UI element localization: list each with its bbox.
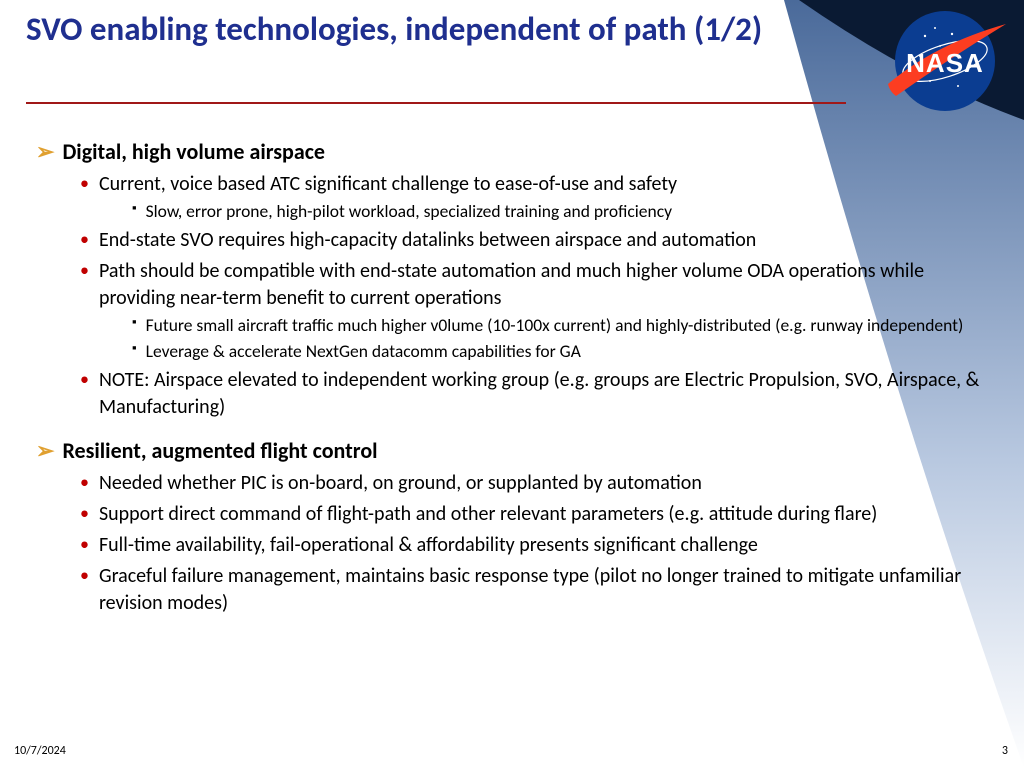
dot-bullet-icon: • — [80, 367, 89, 421]
title-text: SVO enabling technologies, independent o… — [26, 10, 846, 50]
square-bullet-icon: ▪ — [132, 314, 137, 338]
list-sub-item: ▪ Slow, error prone, high-pilot workload… — [132, 200, 996, 224]
list-item: • Graceful failure management, maintains… — [80, 563, 996, 617]
slide-title: SVO enabling technologies, independent o… — [26, 10, 846, 50]
slide: SVO enabling technologies, independent o… — [0, 0, 1024, 768]
list-item: • End-state SVO requires high-capacity d… — [80, 227, 996, 254]
list-item: • Needed whether PIC is on-board, on gro… — [80, 470, 996, 497]
section1-heading: ➢ Digital, high volume airspace — [36, 138, 996, 167]
content-body: ➢ Digital, high volume airspace • Curren… — [36, 138, 996, 619]
nasa-logo-text: NASA — [906, 48, 984, 78]
dot-bullet-icon: • — [80, 258, 89, 312]
footer-date: 10/7/2024 — [14, 744, 66, 758]
list-item: • Support direct command of flight-path … — [80, 501, 996, 528]
list-item: • Full-time availability, fail-operation… — [80, 532, 996, 559]
footer-page-number: 3 — [1002, 744, 1008, 758]
nasa-logo: NASA — [880, 6, 1010, 116]
list-item: • Path should be compatible with end-sta… — [80, 258, 996, 312]
arrow-bullet-icon: ➢ — [36, 437, 54, 466]
list-sub-item: ▪ Leverage & accelerate NextGen datacomm… — [132, 340, 996, 364]
dot-bullet-icon: • — [80, 501, 89, 528]
list-item: • Current, voice based ATC significant c… — [80, 171, 996, 198]
square-bullet-icon: ▪ — [132, 340, 137, 364]
dot-bullet-icon: • — [80, 227, 89, 254]
arrow-bullet-icon: ➢ — [36, 138, 54, 167]
dot-bullet-icon: • — [80, 470, 89, 497]
square-bullet-icon: ▪ — [132, 200, 137, 224]
dot-bullet-icon: • — [80, 532, 89, 559]
list-sub-item: ▪ Future small aircraft traffic much hig… — [132, 314, 996, 338]
list-item: • NOTE: Airspace elevated to independent… — [80, 367, 996, 421]
title-rule — [26, 102, 846, 104]
dot-bullet-icon: • — [80, 171, 89, 198]
dot-bullet-icon: • — [80, 563, 89, 617]
section2-heading: ➢ Resilient, augmented flight control — [36, 437, 996, 466]
